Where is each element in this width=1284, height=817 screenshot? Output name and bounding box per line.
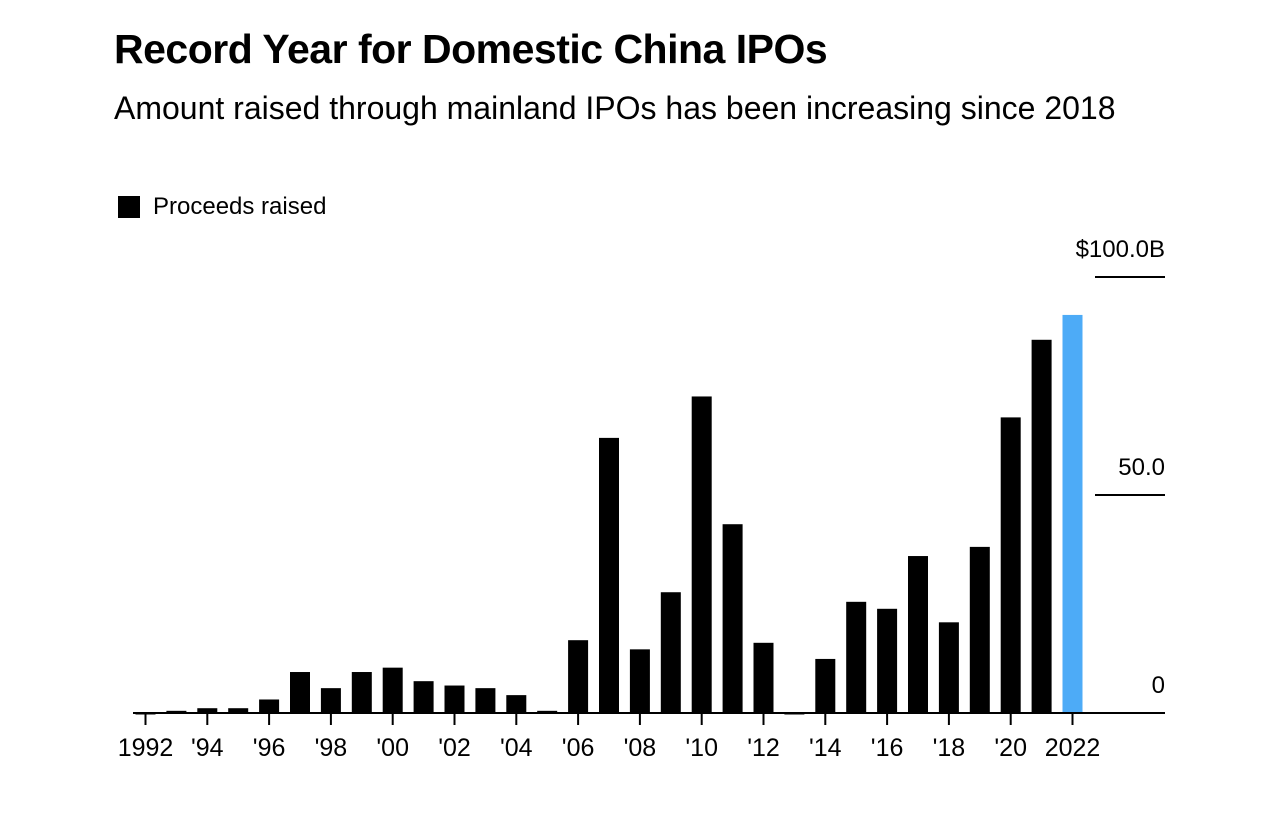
legend-swatch-proceeds	[118, 196, 140, 218]
bar-2000	[382, 667, 403, 713]
bar-1993	[166, 710, 187, 713]
bar-1998	[320, 688, 341, 713]
bar-2002	[444, 685, 465, 713]
bar-2004	[506, 695, 527, 713]
x-tick-label-2004: '04	[500, 734, 533, 762]
legend-label-proceeds: Proceeds raised	[153, 193, 327, 220]
x-tick-label-2022: 2022	[1045, 734, 1101, 762]
bar-1999	[351, 672, 372, 713]
bar-2014	[815, 658, 836, 713]
bar-2009	[660, 592, 681, 713]
bar-2005	[537, 710, 558, 713]
y-tick-label-50: 50.0	[1118, 454, 1165, 481]
bar-2022	[1062, 314, 1083, 713]
y-axis: 0 50.0 $100.0B	[133, 236, 1165, 714]
x-tick-label-2020: '20	[994, 734, 1027, 762]
bar-2003	[475, 688, 496, 713]
x-tick-label-1998: '98	[315, 734, 348, 762]
bar-1997	[290, 672, 310, 713]
y-tick-label-100: $100.0B	[1076, 236, 1165, 263]
bar-2006	[568, 640, 589, 713]
bar-2016	[877, 608, 898, 713]
bar-2010	[691, 396, 712, 713]
bar-2015	[846, 601, 867, 713]
chart-title: Record Year for Domestic China IPOs	[114, 26, 828, 72]
x-axis: 1992 '94 '96 '98 '00 '02 '04 '06 '08 '10 '12 '14 '16…	[118, 713, 1101, 762]
x-tick-label-2016: '16	[871, 734, 904, 762]
x-tick-label-1994: '94	[191, 734, 224, 762]
bar-2020	[1000, 417, 1021, 713]
bar-1995	[228, 708, 249, 713]
x-tick-label-2010: '10	[685, 734, 718, 762]
bar-2001	[413, 681, 434, 713]
x-tick-label-2012: '12	[747, 734, 780, 762]
bar-1996	[259, 699, 280, 713]
bar-2012	[753, 642, 774, 713]
y-tick-label-0: 0	[1152, 672, 1165, 699]
x-tick-label-2002: '02	[438, 734, 471, 762]
bar-2011	[722, 524, 743, 713]
x-tick-label-1996: '96	[253, 734, 286, 762]
bar-2017	[908, 556, 928, 713]
bar-2008	[629, 649, 650, 713]
x-tick-label-2000: '00	[376, 734, 409, 762]
x-tick-label-2018: '18	[933, 734, 966, 762]
x-tick-label-1992: 1992	[118, 734, 174, 762]
bar-2018	[938, 622, 959, 713]
legend: Proceeds raised	[118, 193, 326, 221]
x-tick-label-2008: '08	[624, 734, 657, 762]
chart-subtitle: Amount raised through mainland IPOs has …	[114, 90, 1116, 126]
bar-2007	[599, 437, 619, 713]
bar-1994	[197, 708, 218, 713]
bar-2021	[1031, 339, 1052, 713]
bars-group	[135, 314, 1083, 715]
x-tick-label-2006: '06	[562, 734, 595, 762]
x-tick-label-2014: '14	[809, 734, 842, 762]
bar-2019	[969, 546, 990, 713]
